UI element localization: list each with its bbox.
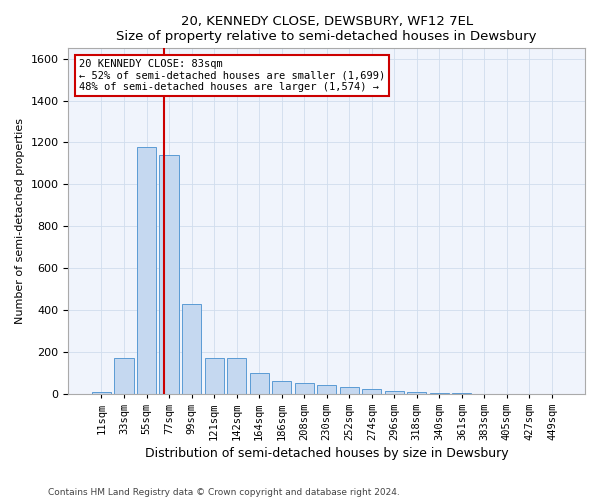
Bar <box>115 358 134 394</box>
X-axis label: Distribution of semi-detached houses by size in Dewsbury: Distribution of semi-detached houses by … <box>145 447 509 460</box>
Bar <box>182 304 201 394</box>
Bar <box>272 381 291 394</box>
Bar <box>92 392 111 394</box>
Bar <box>160 155 179 394</box>
Bar <box>295 383 314 394</box>
Bar <box>205 358 224 394</box>
Text: Contains HM Land Registry data © Crown copyright and database right 2024.: Contains HM Land Registry data © Crown c… <box>48 488 400 497</box>
Y-axis label: Number of semi-detached properties: Number of semi-detached properties <box>15 118 25 324</box>
Bar <box>137 146 156 394</box>
Text: 20 KENNEDY CLOSE: 83sqm
← 52% of semi-detached houses are smaller (1,699)
48% of: 20 KENNEDY CLOSE: 83sqm ← 52% of semi-de… <box>79 58 385 92</box>
Bar <box>227 358 246 394</box>
Bar <box>362 390 382 394</box>
Bar <box>250 372 269 394</box>
Bar <box>340 388 359 394</box>
Title: 20, KENNEDY CLOSE, DEWSBURY, WF12 7EL
Size of property relative to semi-detached: 20, KENNEDY CLOSE, DEWSBURY, WF12 7EL Si… <box>116 15 537 43</box>
Bar <box>317 385 336 394</box>
Bar <box>407 392 427 394</box>
Bar <box>385 392 404 394</box>
